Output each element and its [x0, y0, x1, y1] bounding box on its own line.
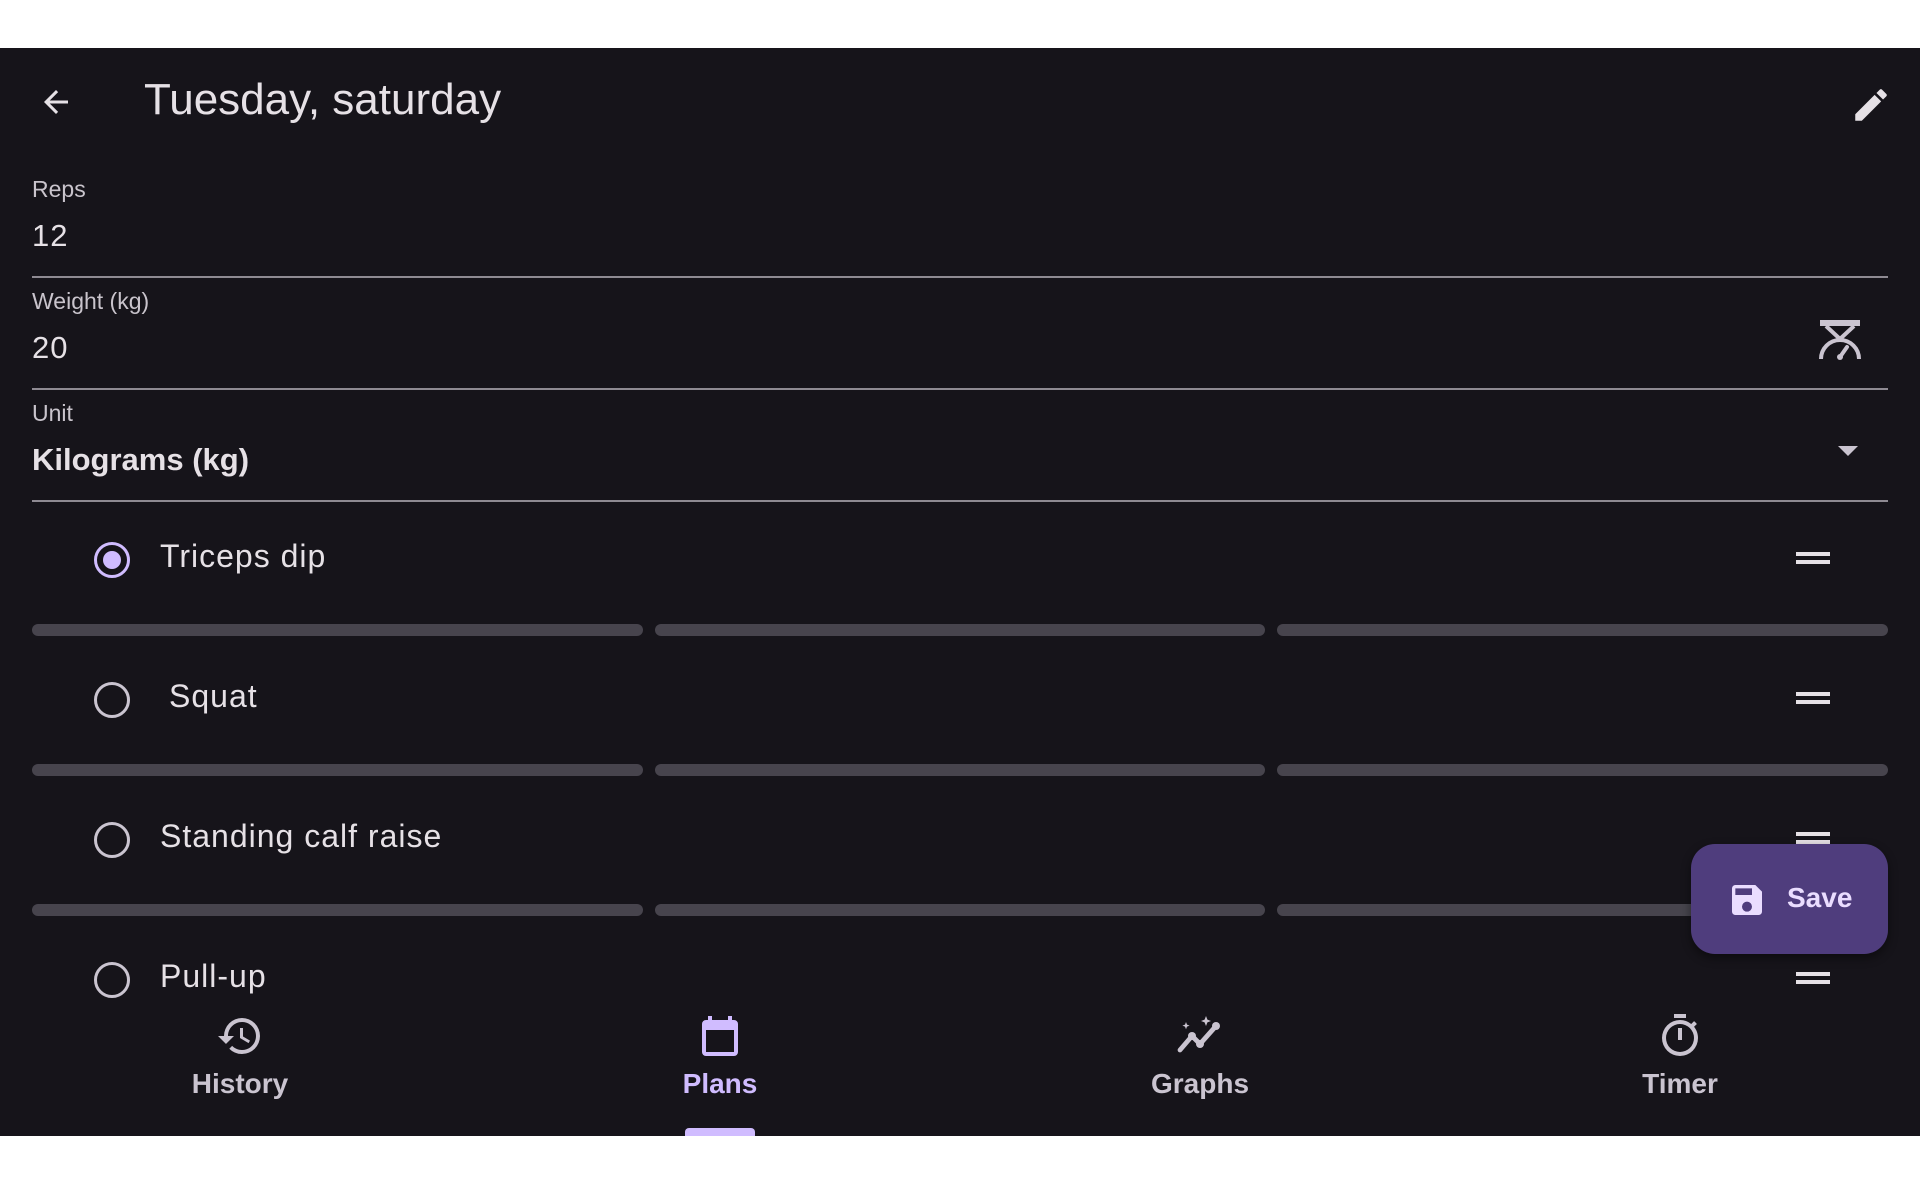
drag-handle-icon[interactable]: [1796, 686, 1830, 712]
weight-label: Weight (kg): [32, 288, 150, 314]
list-item[interactable]: Standing calf raise: [32, 800, 1888, 880]
page-title: Tuesday, saturday: [144, 75, 502, 124]
bottom-navigation: History Plans Graphs Timer: [0, 998, 1920, 1136]
set-progress-bars: [32, 904, 1889, 916]
active-indicator: [685, 1128, 755, 1136]
weight-field[interactable]: Weight (kg) 20: [32, 278, 1888, 390]
exercise-label[interactable]: Standing calf raise: [160, 818, 443, 854]
chevron-down-icon: [1838, 446, 1858, 456]
drag-handle-icon[interactable]: [1796, 546, 1830, 572]
set-progress-bars: [32, 764, 1889, 776]
calendar-icon: [702, 1016, 738, 1056]
weight-value[interactable]: 20: [32, 330, 69, 365]
exercise-label[interactable]: Pull-up: [160, 958, 267, 994]
progress-bar: [654, 764, 1266, 776]
reps-value[interactable]: 12: [32, 218, 69, 253]
save-label: Save: [1787, 882, 1853, 913]
unit-label: Unit: [32, 400, 73, 426]
progress-bar: [32, 764, 643, 776]
nav-item-graphs[interactable]: Graphs: [960, 998, 1440, 1136]
scale-button[interactable]: [1812, 312, 1868, 368]
unit-dropdown[interactable]: Unit Kilograms (kg): [32, 390, 1888, 502]
drag-handle-icon[interactable]: [1796, 826, 1830, 852]
radio-button[interactable]: [94, 962, 130, 998]
pencil-icon: [1855, 89, 1887, 121]
scale-icon: [1819, 320, 1861, 360]
progress-bar: [1277, 764, 1889, 776]
radio-button[interactable]: [94, 822, 130, 858]
dropdown-button[interactable]: [1828, 436, 1868, 466]
progress-bar: [32, 904, 643, 916]
list-item[interactable]: Triceps dip: [32, 520, 1888, 600]
reps-field[interactable]: Reps 12: [32, 166, 1888, 278]
back-button[interactable]: [34, 80, 78, 124]
app-window: Tuesday, saturday Reps 12 Weight (kg) 20…: [0, 48, 1920, 1136]
stopwatch-icon: [1662, 1014, 1698, 1056]
unit-value[interactable]: Kilograms (kg): [32, 442, 250, 477]
exercise-label[interactable]: Squat: [169, 678, 258, 714]
arrow-back-icon: [44, 90, 68, 114]
reps-label: Reps: [32, 176, 86, 202]
nav-label: Timer: [1642, 1068, 1718, 1099]
nav-item-timer[interactable]: Timer: [1440, 998, 1920, 1136]
nav-label: Graphs: [1150, 1068, 1250, 1099]
save-button[interactable]: Save: [1691, 844, 1888, 954]
nav-item-history[interactable]: History: [0, 998, 480, 1136]
progress-bar: [654, 904, 1266, 916]
edit-button[interactable]: [1846, 80, 1896, 130]
set-progress-bars: [32, 624, 1889, 636]
floppy-disk-icon: [1732, 885, 1762, 915]
drag-handle-icon[interactable]: [1796, 966, 1830, 992]
list-item[interactable]: Pull-up: [32, 940, 1888, 998]
nav-item-plans[interactable]: Plans: [480, 998, 960, 1136]
graph-icon: [1177, 1016, 1220, 1053]
progress-bar: [1277, 624, 1889, 636]
radio-button[interactable]: [94, 682, 130, 718]
list-item[interactable]: Squat: [32, 660, 1888, 740]
nav-label: Plans: [682, 1068, 758, 1099]
app-bar: Tuesday, saturday: [0, 48, 1920, 158]
progress-bar: [654, 624, 1266, 636]
progress-bar: [32, 624, 643, 636]
radio-button[interactable]: [94, 542, 130, 578]
history-icon: [218, 1018, 260, 1054]
exercise-label[interactable]: Triceps dip: [160, 538, 327, 574]
nav-label: History: [191, 1068, 289, 1099]
